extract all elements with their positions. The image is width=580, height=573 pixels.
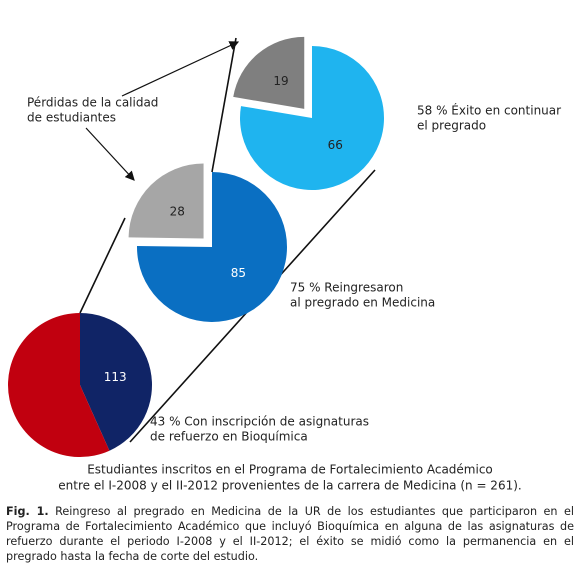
- annotation: 43 % Con inscripción de asignaturas: [150, 415, 369, 429]
- subtitle: Estudiantes inscritos en el Programa de …: [87, 463, 493, 477]
- value-label: 113: [104, 370, 127, 384]
- caption: Fig. 1. Reingreso al pregrado en Medicin…: [6, 504, 574, 564]
- annotation: el pregrado: [417, 119, 486, 133]
- chart: Pérdidas de la calidad de estudiantes Es…: [8, 36, 561, 493]
- connector: [211, 37, 237, 173]
- annotation: al pregrado en Medicina: [290, 296, 435, 310]
- pie-slice: [239, 46, 385, 190]
- loss-note: Pérdidas de la calidad: [27, 96, 158, 110]
- connector: [79, 217, 126, 314]
- value-label: 28: [170, 204, 185, 218]
- pie-slice: [80, 313, 153, 451]
- arrow: [85, 127, 135, 181]
- subtitle: entre el I-2008 y el II-2012 proveniente…: [58, 479, 521, 493]
- arrow: [121, 41, 240, 97]
- annotation: 58 % Éxito en continuar: [417, 103, 561, 118]
- pie-slice: [233, 36, 305, 109]
- value-label: 85: [231, 266, 246, 280]
- caption-label: Fig. 1.: [6, 505, 49, 518]
- pie-slice: [137, 172, 287, 322]
- value-label: 66: [328, 138, 343, 152]
- annotation: de refuerzo en Bioquímica: [150, 430, 308, 444]
- pie-slice: [8, 313, 110, 457]
- loss-note: de estudiantes: [27, 111, 116, 125]
- caption-text: Reingreso al pregrado en Medicina de la …: [6, 505, 575, 563]
- pie-slice: [128, 163, 204, 239]
- annotation: 75 % Reingresaron: [290, 281, 403, 295]
- arrows: [85, 41, 240, 181]
- value-label: 19: [273, 74, 288, 88]
